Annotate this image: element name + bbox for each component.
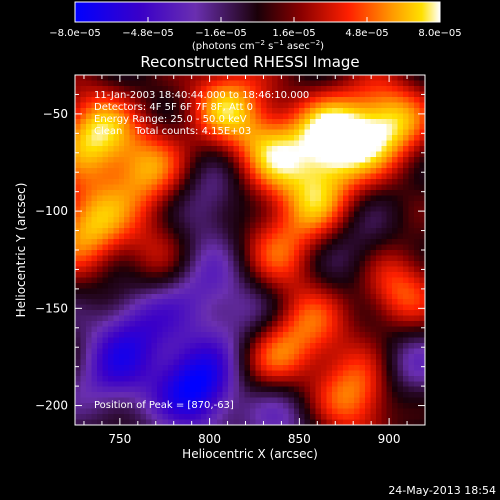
annotation-energy: Energy Range: 25.0 - 50.0 keV [94, 114, 247, 125]
annotation-detectors: Detectors: 4F 5F 6F 7F 8F, Att 0 [94, 102, 253, 113]
colorbar-units: (photons cm−2 s−1 asec−2) [192, 39, 324, 52]
colorbar-tick-label: −1.6e−05 [195, 28, 247, 39]
x-tick-label: 800 [198, 432, 221, 446]
x-tick-label: 750 [108, 432, 131, 446]
colorbar-tick-label: 1.6e−05 [272, 28, 315, 39]
x-axis: 750 800 850 900 [83, 75, 426, 446]
chart-title: Reconstructed RHESSI Image [140, 53, 359, 71]
annotation-time-range: 11-Jan-2003 18:40:44.000 to 18:46:10.000 [94, 90, 309, 101]
y-tick-label: −200 [35, 399, 68, 413]
y-tick-label: −150 [35, 301, 68, 315]
x-tick-label: 900 [378, 432, 401, 446]
x-axis-label: Heliocentric X (arcsec) [182, 447, 318, 461]
y-tick-label: −50 [43, 107, 68, 121]
colorbar-frame [74, 1, 441, 23]
y-axis-label: Heliocentric Y (arcsec) [14, 183, 28, 318]
y-axis: −50 −100 −150 −200 [35, 74, 425, 426]
footer-date: 24-May-2013 18:54 [388, 484, 496, 497]
colorbar-tick-label: −8.0e−05 [49, 28, 101, 39]
colorbar-tick-label: −4.8e−05 [122, 28, 174, 39]
heatmap-image [75, 75, 425, 425]
y-tick-label: −100 [35, 204, 68, 218]
x-tick-label: 850 [288, 432, 311, 446]
colorbar: −8.0e−05 −4.8e−05 −1.6e−05 1.6e−05 4.8e−05 8.… [49, 1, 462, 52]
annotation-peak-position: Position of Peak = [870,-63] [94, 400, 234, 411]
colorbar-tick-label: 8.0e−05 [418, 28, 461, 39]
colorbar-tick-label: 4.8e−05 [345, 28, 388, 39]
peak-marker [333, 137, 338, 142]
annotation-counts: Clean Total counts: 4.15E+03 [94, 126, 251, 137]
colorbar-gradient [75, 2, 440, 22]
